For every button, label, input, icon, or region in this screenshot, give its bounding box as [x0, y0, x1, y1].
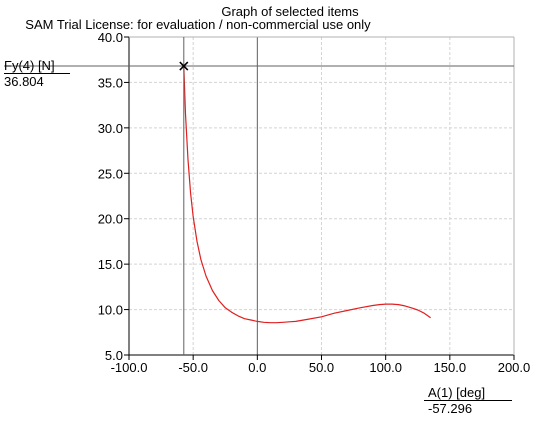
y-readout-divider — [4, 73, 70, 74]
y-axis-label: Fy(4) [N] — [4, 58, 55, 73]
x-cursor-value: -57.296 — [428, 401, 473, 416]
chart-title: Graph of selected items — [221, 4, 359, 19]
x-tick-label: -100.0 — [111, 360, 148, 375]
y-tick-label: 35.0 — [98, 75, 123, 90]
chart-subtitle: SAM Trial License: for evaluation / non-… — [25, 17, 371, 32]
x-tick-label: 150.0 — [434, 360, 467, 375]
x-tick-label: 0.0 — [248, 360, 266, 375]
x-axis-label: A(1) [deg] — [428, 385, 486, 400]
y-tick-label: 30.0 — [98, 121, 123, 136]
series-line — [183, 66, 431, 324]
y-tick-label: 25.0 — [98, 166, 123, 181]
series-layer — [183, 66, 431, 324]
x-tick-label: -50.0 — [178, 360, 208, 375]
y-tick-label: 20.0 — [98, 212, 123, 227]
x-tick-label: 50.0 — [309, 360, 334, 375]
ticks-layer: -100.0 -50.0 0.0 50.0 100.0 150.0 200.0 5.0 10.0… — [98, 30, 531, 375]
x-tick-label: 100.0 — [369, 360, 402, 375]
x-readout-divider — [424, 400, 512, 401]
y-tick-label: 5.0 — [105, 348, 123, 363]
y-tick-label: 10.0 — [98, 303, 123, 318]
y-cursor-value: 36.804 — [4, 74, 44, 89]
x-tick-label: 200.0 — [498, 360, 531, 375]
cursor-layer — [4, 37, 514, 355]
y-tick-label: 40.0 — [98, 30, 123, 45]
cursor-marker — [179, 61, 189, 71]
y-tick-label: 15.0 — [98, 257, 123, 272]
grid-layer — [129, 37, 514, 355]
